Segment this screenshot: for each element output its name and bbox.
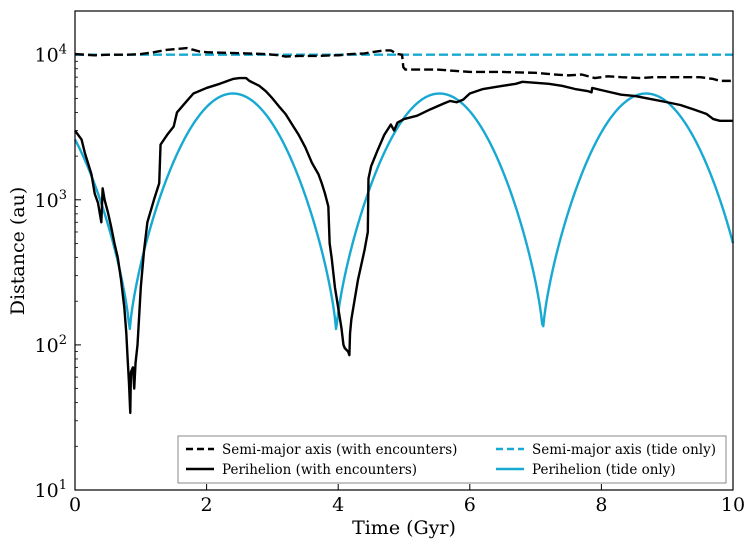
x-axis-label: Time (Gyr): [352, 517, 456, 539]
x-tick-label: 8: [595, 494, 607, 516]
legend-label: Perihelion (with encounters): [222, 462, 417, 478]
series-layer: [73, 46, 735, 415]
y-tick-label: 101: [35, 478, 67, 502]
plot-frame: [74, 10, 734, 491]
x-tick-label: 4: [332, 494, 344, 516]
y-tick-label: 102: [35, 333, 67, 357]
y-tick-label: 104: [35, 43, 67, 67]
x-tick-label: 2: [201, 494, 213, 516]
legend-label: Perihelion (tide only): [532, 462, 676, 478]
series-line-1: [74, 76, 733, 415]
ticks-layer: 0 2 4 6 8 10 101 102 103 104: [35, 43, 746, 516]
legend-label: Semi-major axis (tide only): [532, 442, 716, 458]
y-tick-label: 103: [35, 188, 67, 212]
series-line-0: [74, 46, 733, 83]
legend: Semi-major axis (with encounters) Perihel…: [177, 435, 727, 484]
x-tick-label: 0: [69, 494, 81, 516]
plot-area: [75, 11, 733, 490]
legend-label: Semi-major axis (with encounters): [222, 442, 457, 458]
legend-box: [177, 435, 727, 484]
x-tick-label: 6: [464, 494, 476, 516]
y-axis-label: Distance (au): [7, 187, 29, 316]
x-tick-label: 10: [721, 494, 745, 516]
